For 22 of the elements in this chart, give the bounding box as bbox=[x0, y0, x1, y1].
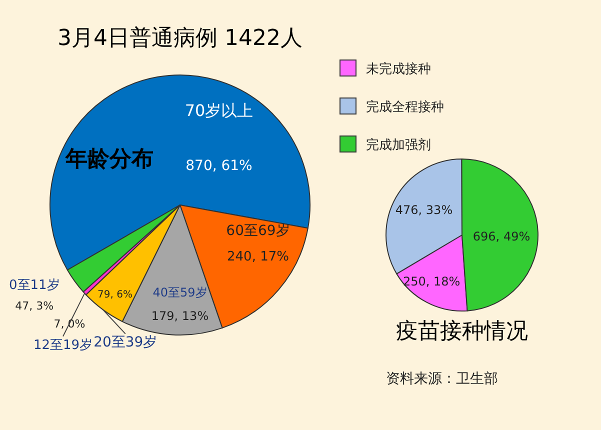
text: 资料来源：卫生部 bbox=[386, 371, 498, 388]
text: 年龄分布 bbox=[64, 147, 154, 172]
legend-label: 完成全程接种 bbox=[366, 99, 444, 115]
data-label: 870, 61% bbox=[186, 158, 252, 174]
slice-label: 60至69岁 bbox=[226, 222, 290, 239]
data-label: 476, 33% bbox=[395, 202, 453, 217]
slice-label: 70岁以上 bbox=[184, 100, 254, 120]
text: 疫苗接种情况 bbox=[396, 319, 528, 344]
data-label: 696, 49% bbox=[472, 230, 530, 244]
slice-label: 20至39岁 bbox=[94, 334, 158, 351]
slice-label: 12至19岁 bbox=[33, 338, 93, 353]
chart-title: 3月4日普通病例 1422人 bbox=[58, 26, 302, 51]
data-label: 79, 6% bbox=[98, 289, 132, 300]
legend-label: 完成加强剂 bbox=[366, 137, 431, 153]
slice-label: 40至59岁 bbox=[152, 286, 208, 300]
slice-label: 0至11岁 bbox=[8, 278, 60, 294]
legend-label: 未完成接种 bbox=[366, 61, 431, 77]
data-label: 47, 3% bbox=[15, 299, 54, 312]
data-label: 250, 18% bbox=[402, 274, 460, 288]
data-label: 179, 13% bbox=[151, 309, 209, 324]
data-label: 240, 17% bbox=[227, 250, 289, 265]
data-label: 7, 0% bbox=[54, 318, 86, 331]
